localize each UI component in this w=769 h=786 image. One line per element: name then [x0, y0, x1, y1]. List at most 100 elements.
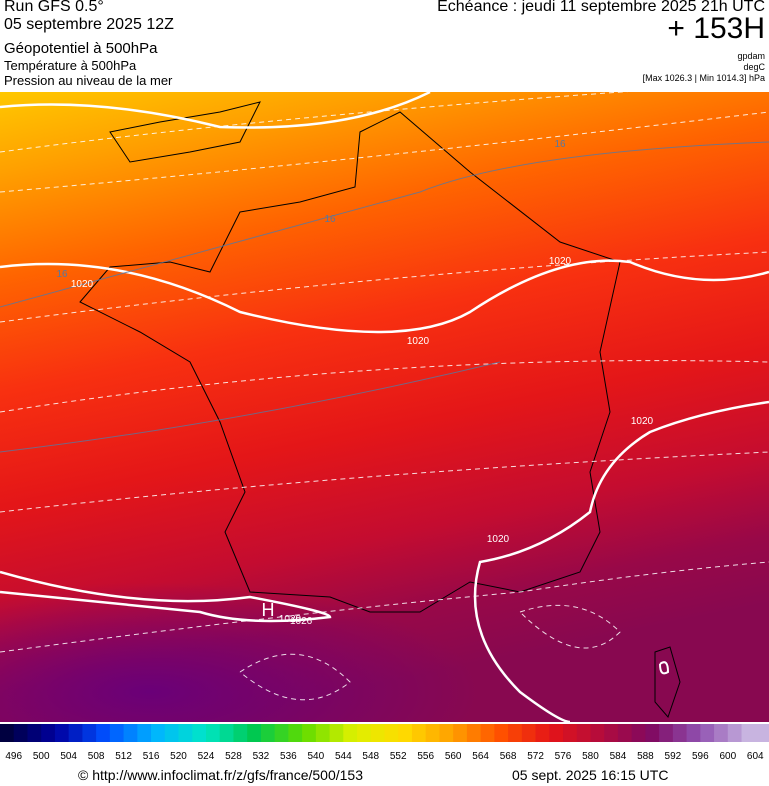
color-swatch	[535, 724, 550, 742]
color-swatch	[260, 724, 276, 742]
color-swatch	[205, 724, 221, 742]
color-swatch	[741, 724, 756, 742]
color-swatch	[727, 724, 743, 742]
color-swatch	[755, 724, 769, 742]
color-swatch	[288, 724, 303, 742]
isotherms	[0, 92, 769, 701]
color-swatch	[549, 724, 564, 742]
colorbar-label: 516	[143, 751, 160, 762]
colorbar: 496 500 504 508 512 516 520 524 528 532 536 540 544 5…	[0, 724, 769, 762]
colorbar-label: 508	[88, 751, 105, 762]
color-swatch	[13, 724, 28, 742]
color-swatch	[453, 724, 468, 742]
contour-label: 1026	[290, 616, 313, 627]
colorbar-label: 496	[5, 751, 22, 762]
color-swatch	[302, 724, 317, 742]
color-swatch	[370, 724, 385, 742]
color-swatch	[247, 724, 262, 742]
color-swatch	[233, 724, 248, 742]
color-swatch	[178, 724, 193, 742]
color-swatch	[631, 724, 646, 742]
colorbar-label: 512	[115, 751, 132, 762]
colorbar-label: 604	[747, 751, 764, 762]
footer-date: 05 sept. 2025 16:15 UTC	[512, 767, 669, 783]
colorbar-label: 580	[582, 751, 599, 762]
colorbar-label: 572	[527, 751, 544, 762]
color-swatch	[466, 724, 482, 742]
colorbar-label: 592	[665, 751, 682, 762]
color-swatch	[109, 724, 125, 742]
color-swatch	[329, 724, 344, 742]
colorbar-label: 532	[253, 751, 270, 762]
forecast-time: Echéance : jeudi 11 septembre 2025 21h U…	[437, 0, 765, 15]
color-swatch	[398, 724, 413, 742]
color-swatch	[82, 724, 97, 742]
color-swatch	[27, 724, 42, 742]
unit-gpdam: gpdam	[737, 51, 765, 61]
isobars	[0, 92, 769, 722]
contour-label: 16	[554, 139, 566, 150]
color-swatch	[563, 724, 578, 742]
color-swatch	[192, 724, 207, 742]
color-swatch	[68, 724, 83, 742]
colorbar-label: 568	[500, 751, 517, 762]
temperature-isolines	[0, 141, 769, 453]
color-swatch	[672, 724, 688, 742]
color-swatch	[96, 724, 111, 742]
colorbar-label: 576	[555, 751, 572, 762]
colorbar-label: 560	[445, 751, 462, 762]
run-title: Run GFS 0.5°	[4, 0, 104, 15]
colorbar-label: 504	[60, 751, 77, 762]
color-swatch	[274, 724, 289, 742]
colorbar-label: 520	[170, 751, 187, 762]
unit-degc: degC	[743, 62, 765, 72]
color-swatch	[357, 724, 372, 742]
colorbar-label: 548	[362, 751, 379, 762]
color-swatch	[439, 724, 454, 742]
color-swatch	[151, 724, 166, 742]
unit-pressure: [Max 1026.3 | Min 1014.3] hPa	[642, 73, 765, 83]
footer-url: © http://www.infoclimat.fr/z/gfs/france/…	[78, 767, 363, 783]
color-swatch	[645, 724, 660, 742]
color-swatch	[590, 724, 605, 742]
color-swatch	[576, 724, 591, 742]
colorbar-label: 596	[692, 751, 709, 762]
color-swatch	[425, 724, 440, 742]
color-swatch	[41, 724, 56, 742]
colorbar-label: 552	[390, 751, 407, 762]
field-3: Pression au niveau de la mer	[4, 73, 173, 88]
lead-time: + 153H	[667, 12, 765, 45]
colorbar-label: 584	[610, 751, 627, 762]
field-2: Température à 500hPa	[4, 58, 137, 73]
color-swatch	[700, 724, 715, 742]
cold-core	[0, 582, 480, 722]
colorbar-label: 540	[307, 751, 324, 762]
color-swatch	[604, 724, 619, 742]
color-swatch	[315, 724, 331, 742]
colorbar-label: 600	[719, 751, 736, 762]
color-swatch	[54, 724, 70, 742]
contour-label: 16	[56, 269, 68, 280]
colorbar-label: 556	[417, 751, 434, 762]
contour-label: 1020	[549, 256, 572, 267]
contour-label: 1020	[279, 614, 302, 625]
colorbar-label: 564	[472, 751, 489, 762]
colorbar-label: 544	[335, 751, 352, 762]
color-swatch	[508, 724, 523, 742]
colorbar-label: 528	[225, 751, 242, 762]
color-swatch	[123, 724, 138, 742]
color-swatch	[659, 724, 674, 742]
colorbar-label: 500	[33, 751, 50, 762]
colorbar-label: 588	[637, 751, 654, 762]
color-swatch	[714, 724, 729, 742]
color-swatch	[480, 724, 495, 742]
color-swatch	[521, 724, 537, 742]
color-swatch	[384, 724, 399, 742]
color-swatch	[0, 724, 15, 742]
colorbar-label: 524	[198, 751, 215, 762]
color-swatch	[137, 724, 152, 742]
color-swatch	[617, 724, 633, 742]
contour-label: 1020	[407, 336, 430, 347]
